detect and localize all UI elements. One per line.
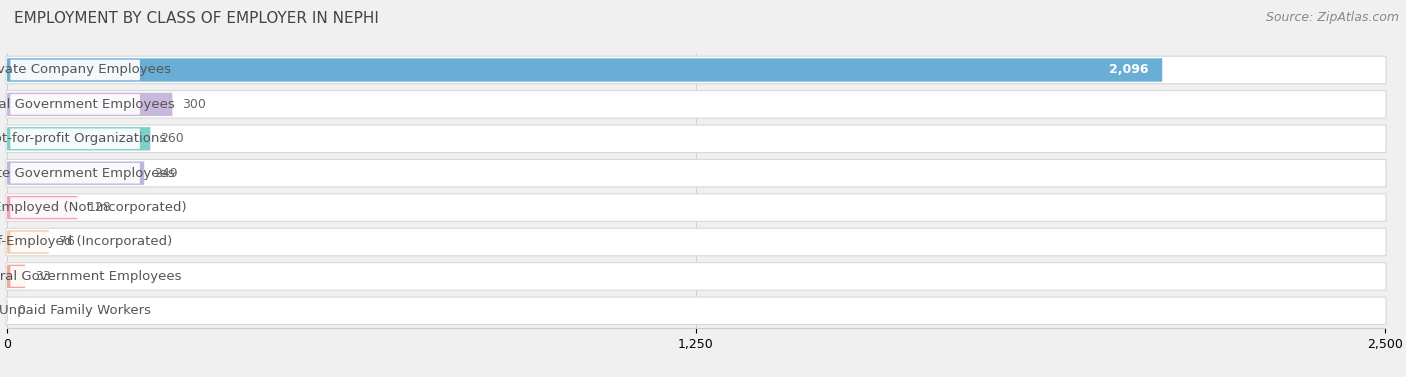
FancyBboxPatch shape <box>10 300 139 321</box>
FancyBboxPatch shape <box>10 129 139 149</box>
Text: 76: 76 <box>59 236 75 248</box>
FancyBboxPatch shape <box>7 161 145 185</box>
Text: 33: 33 <box>35 270 51 283</box>
FancyBboxPatch shape <box>10 266 139 287</box>
Text: Federal Government Employees: Federal Government Employees <box>0 270 181 283</box>
FancyBboxPatch shape <box>10 197 139 218</box>
Text: Unpaid Family Workers: Unpaid Family Workers <box>0 304 150 317</box>
FancyBboxPatch shape <box>7 93 173 116</box>
FancyBboxPatch shape <box>10 163 139 184</box>
FancyBboxPatch shape <box>10 60 139 80</box>
Text: Self-Employed (Not Incorporated): Self-Employed (Not Incorporated) <box>0 201 187 214</box>
Text: Self-Employed (Incorporated): Self-Employed (Incorporated) <box>0 236 173 248</box>
FancyBboxPatch shape <box>7 58 1163 82</box>
Text: Local Government Employees: Local Government Employees <box>0 98 174 111</box>
Text: 249: 249 <box>155 167 177 180</box>
FancyBboxPatch shape <box>6 297 1386 325</box>
FancyBboxPatch shape <box>6 125 1386 153</box>
FancyBboxPatch shape <box>7 127 150 150</box>
Text: 0: 0 <box>17 304 25 317</box>
FancyBboxPatch shape <box>7 265 25 288</box>
FancyBboxPatch shape <box>6 159 1386 187</box>
FancyBboxPatch shape <box>10 231 139 252</box>
FancyBboxPatch shape <box>7 230 49 254</box>
Text: 128: 128 <box>87 201 111 214</box>
FancyBboxPatch shape <box>6 194 1386 221</box>
Text: 2,096: 2,096 <box>1109 63 1149 77</box>
Text: 300: 300 <box>183 98 207 111</box>
FancyBboxPatch shape <box>6 56 1386 84</box>
Text: Not-for-profit Organizations: Not-for-profit Organizations <box>0 132 166 145</box>
Text: EMPLOYMENT BY CLASS OF EMPLOYER IN NEPHI: EMPLOYMENT BY CLASS OF EMPLOYER IN NEPHI <box>14 11 380 26</box>
Text: Private Company Employees: Private Company Employees <box>0 63 170 77</box>
FancyBboxPatch shape <box>6 90 1386 118</box>
Text: Source: ZipAtlas.com: Source: ZipAtlas.com <box>1265 11 1399 24</box>
Text: State Government Employees: State Government Employees <box>0 167 174 180</box>
FancyBboxPatch shape <box>7 196 77 219</box>
FancyBboxPatch shape <box>6 263 1386 290</box>
Text: 260: 260 <box>160 132 184 145</box>
FancyBboxPatch shape <box>10 94 139 115</box>
FancyBboxPatch shape <box>6 228 1386 256</box>
